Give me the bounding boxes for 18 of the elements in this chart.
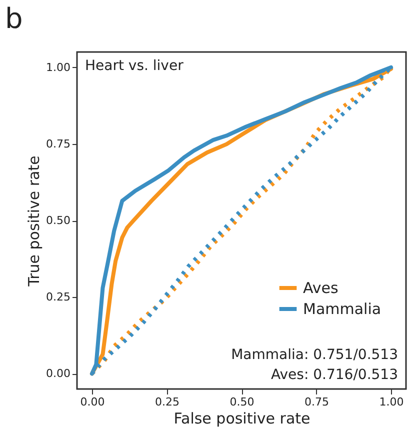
annotation: Heart vs. liver <box>85 58 184 74</box>
annotation: Aves: 0.716/0.513 <box>271 367 398 383</box>
x-tick-label: 0.00 <box>80 396 105 408</box>
y-tick-label: 0.50 <box>46 214 70 227</box>
chart-title: b <box>5 2 23 35</box>
legend-label: Mammalia <box>303 300 382 318</box>
y-tick-label: 0.75 <box>46 137 70 150</box>
annotation: Mammalia: 0.751/0.513 <box>231 347 398 363</box>
y-tick-label: 0.25 <box>46 290 70 304</box>
x-tick-label: 1.00 <box>379 396 404 408</box>
y-axis-title: True positive rate <box>25 156 44 288</box>
legend-label: Aves <box>303 279 338 297</box>
x-tick-label: 0.50 <box>230 396 254 408</box>
x-tick-label: 0.25 <box>154 396 180 408</box>
y-tick-label: 1.00 <box>46 60 70 74</box>
x-axis-title: False positive rate <box>174 410 310 428</box>
y-tick-label: 0.00 <box>46 367 70 380</box>
x-tick-label: 0.75 <box>304 396 330 408</box>
